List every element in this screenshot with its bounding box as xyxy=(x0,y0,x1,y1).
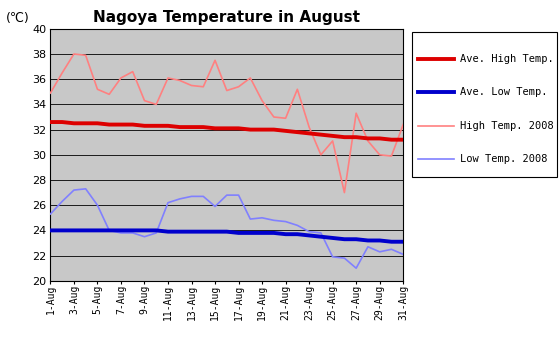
FancyBboxPatch shape xyxy=(412,32,557,177)
Text: (℃): (℃) xyxy=(6,12,29,25)
Text: High Temp. 2008: High Temp. 2008 xyxy=(460,121,554,131)
Title: Nagoya Temperature in August: Nagoya Temperature in August xyxy=(94,10,360,25)
Text: Ave. Low Temp.: Ave. Low Temp. xyxy=(460,87,548,97)
Text: Ave. High Temp.: Ave. High Temp. xyxy=(460,54,554,64)
Text: Low Temp. 2008: Low Temp. 2008 xyxy=(460,154,548,164)
